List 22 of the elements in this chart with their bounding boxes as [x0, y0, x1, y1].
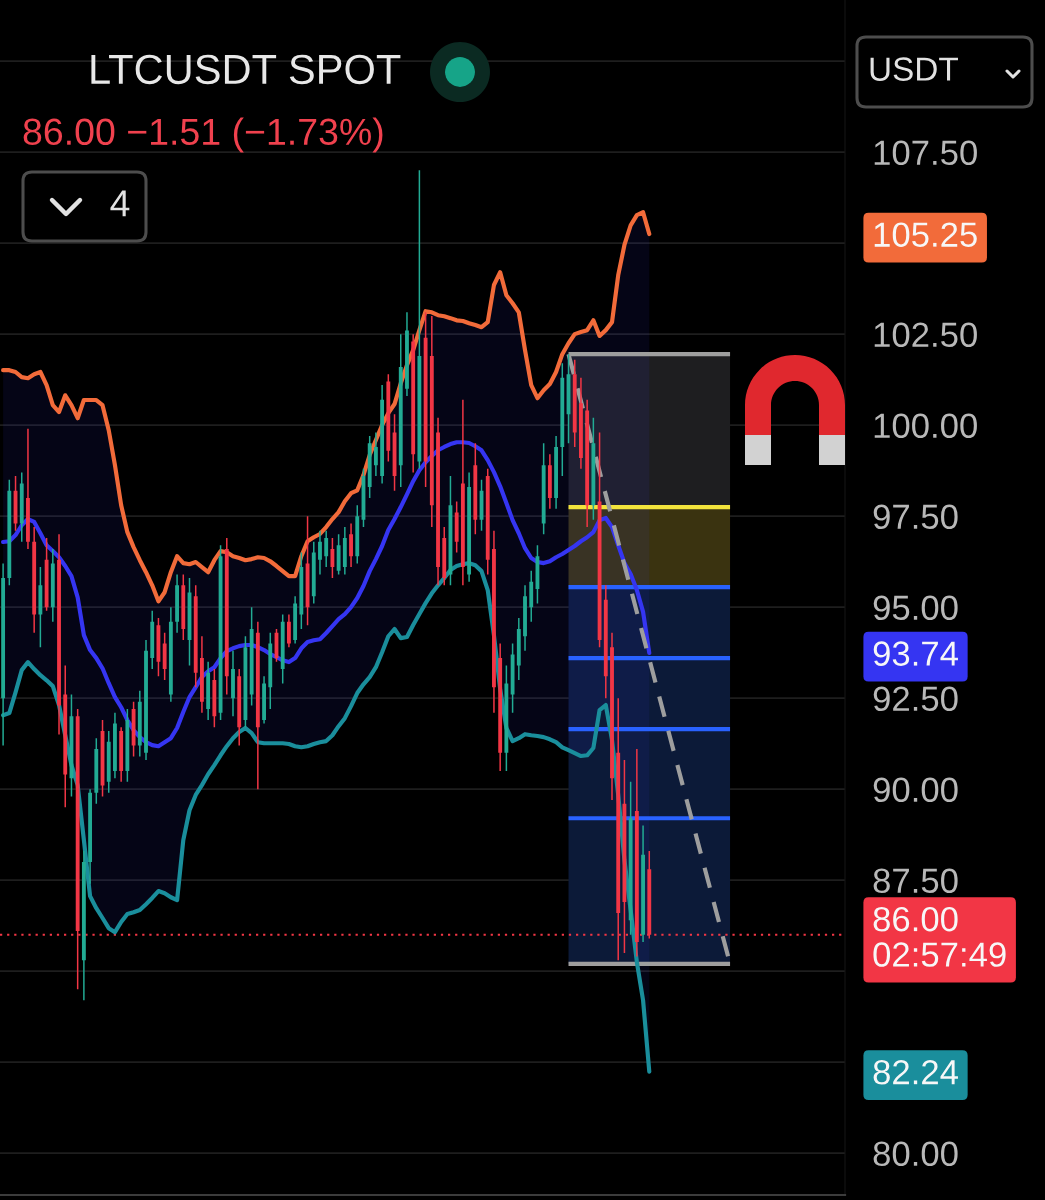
- ref-line-label: 86.00 02:57:49: [873, 906, 1006, 967]
- y-tick-label: 82.24: [873, 1059, 958, 1085]
- candlestick: [231, 650, 235, 717]
- candlestick: [373, 432, 378, 477]
- candlestick: [318, 530, 322, 575]
- y-tick-label: 93.74: [873, 641, 958, 666]
- candlestick: [460, 399, 465, 586]
- y-tick-label: 102.50: [874, 322, 977, 348]
- y-tick-label: 100.00: [874, 413, 977, 439]
- y-tick-label: 97.50: [873, 504, 958, 530]
- y-tick-label: 90.00: [873, 777, 958, 803]
- y-tick-label: 87.50: [873, 868, 958, 894]
- annotation: 4: [110, 190, 130, 217]
- y-tick-label: 105.25: [874, 222, 977, 247]
- text: USDT: [870, 57, 958, 81]
- candlestick: [26, 428, 30, 549]
- text: LTCUSDT SPOT: [91, 54, 401, 85]
- y-tick-label: 95.00: [873, 595, 958, 621]
- y-tick-label: 80.00: [873, 1141, 958, 1167]
- y-tick-label: 92.50: [873, 686, 958, 712]
- text: 86.00 −1.51 (−1.73%): [23, 117, 383, 153]
- y-tick-label: 107.50: [874, 140, 977, 166]
